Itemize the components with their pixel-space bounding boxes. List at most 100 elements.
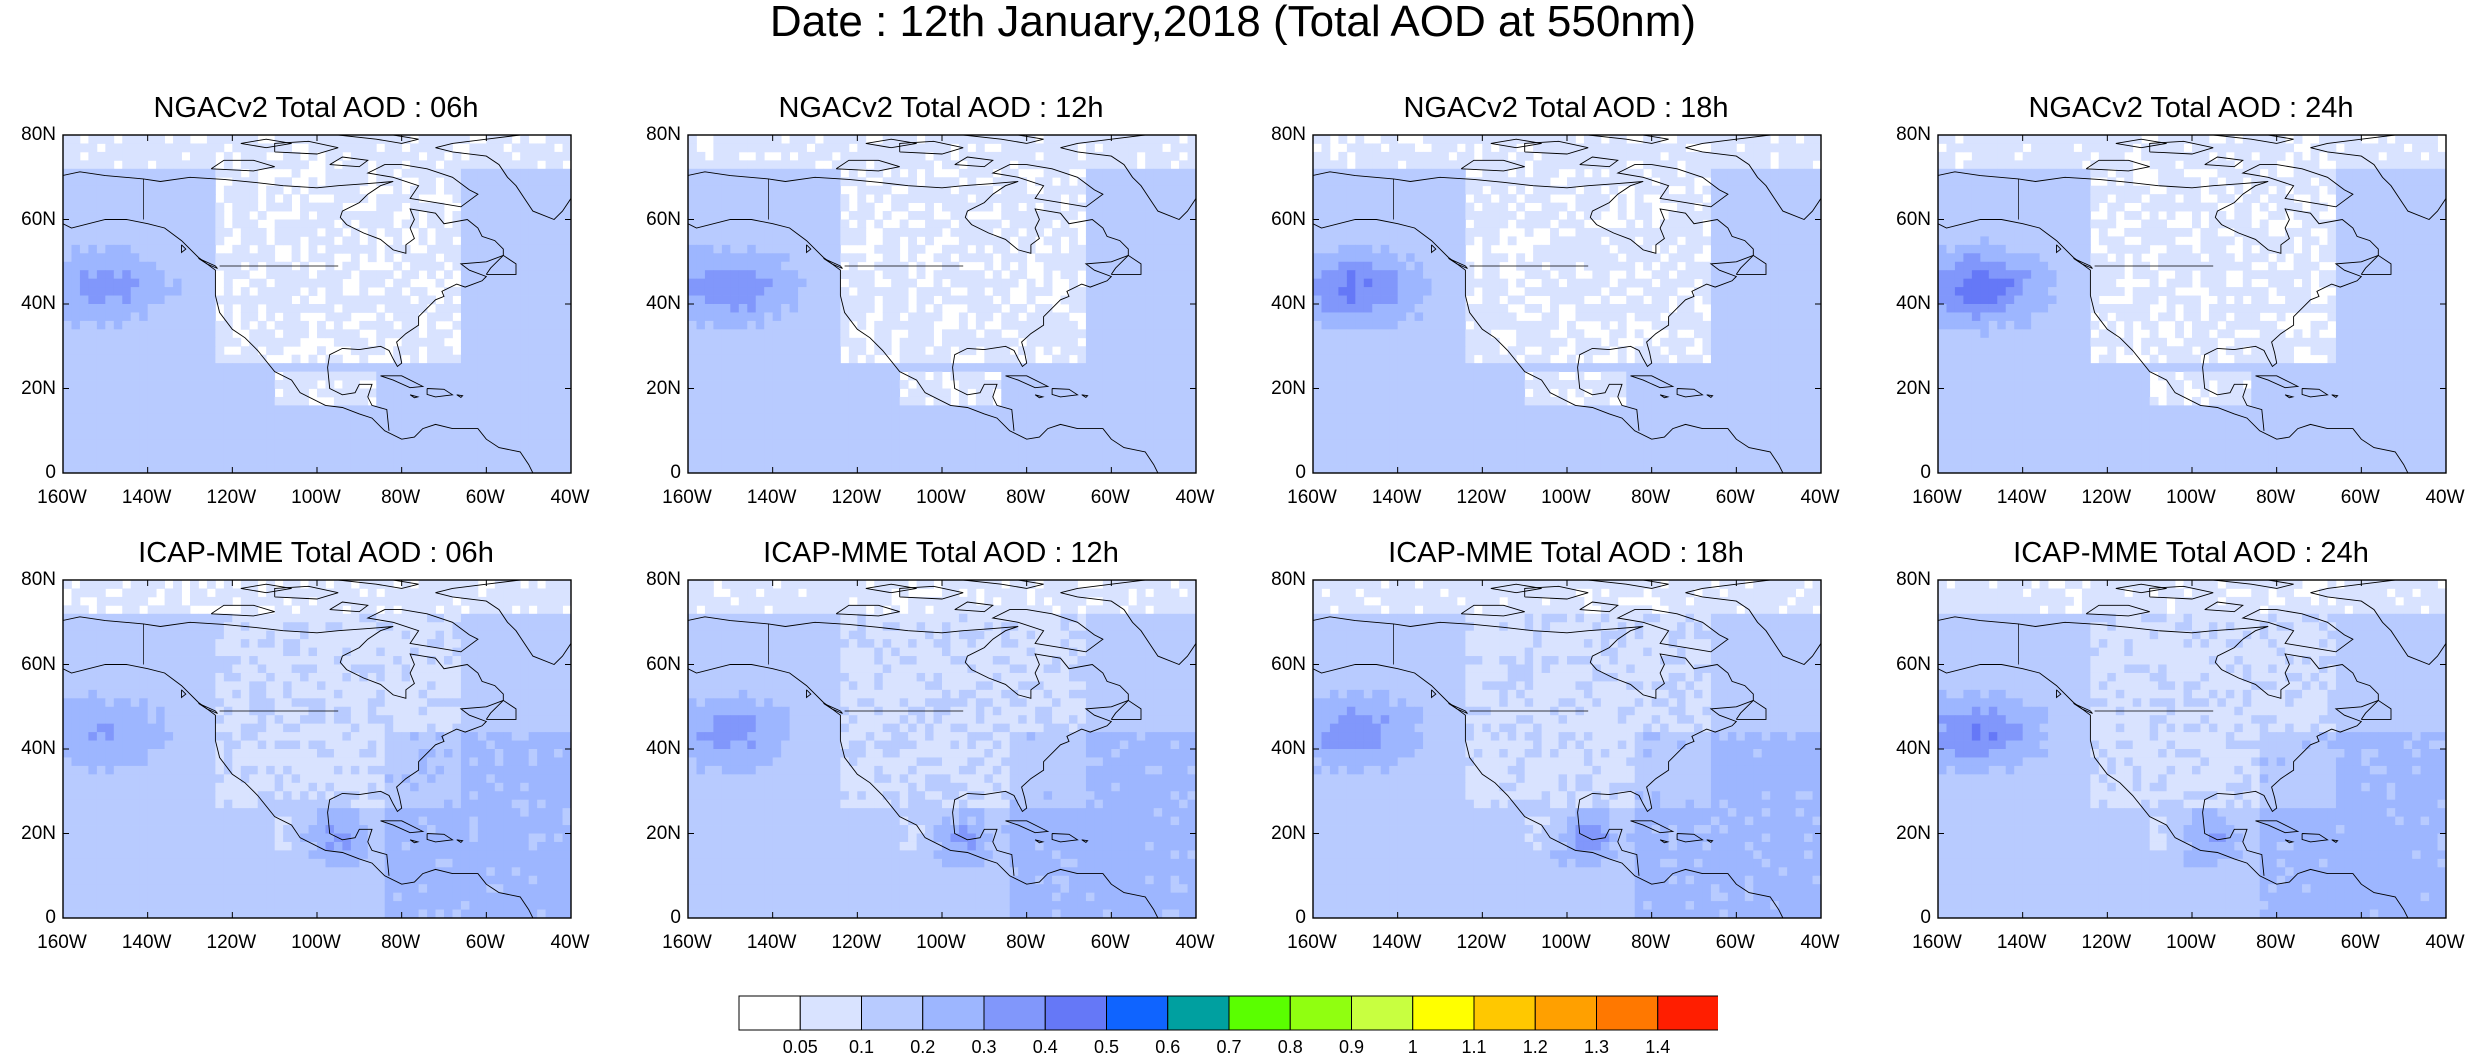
aod-cell — [815, 397, 824, 406]
aod-cell — [967, 338, 976, 347]
aod-cell — [105, 177, 114, 186]
aod-cell — [1745, 152, 1754, 161]
aod-cell — [63, 431, 72, 440]
aod-cell — [385, 296, 394, 305]
aod-cell — [80, 329, 89, 338]
aod-cell — [512, 355, 521, 364]
aod-cell — [393, 296, 402, 305]
aod-cell — [967, 186, 976, 195]
aod-cell — [503, 203, 512, 212]
aod-cell — [1137, 456, 1146, 465]
aod-cell — [1027, 363, 1036, 372]
aod-cell — [317, 253, 326, 262]
aod-cell — [1423, 203, 1432, 212]
aod-cell — [546, 203, 555, 212]
aod-cell — [427, 143, 436, 152]
aod-cell — [105, 143, 114, 152]
aod-cell — [359, 355, 368, 364]
aod-cell — [309, 253, 318, 262]
aod-cell — [1120, 321, 1129, 330]
aod-cell — [478, 220, 487, 229]
aod-cell — [1162, 456, 1171, 465]
aod-cell — [756, 194, 765, 203]
aod-cell — [182, 422, 191, 431]
aod-cell — [1694, 152, 1703, 161]
aod-cell — [275, 160, 284, 169]
aod-cell — [1389, 236, 1398, 245]
aod-cell — [436, 405, 445, 414]
aod-cell — [1635, 143, 1644, 152]
aod-cell — [1137, 211, 1146, 220]
aod-cell — [722, 135, 731, 144]
aod-cell — [1120, 355, 1129, 364]
aod-cell — [190, 456, 199, 465]
aod-cell — [503, 372, 512, 381]
aod-cell — [546, 372, 555, 381]
aod-cell — [908, 312, 917, 321]
aod-cell — [165, 152, 174, 161]
aod-cell — [967, 465, 976, 474]
aod-cell — [1753, 186, 1762, 195]
aod-cell — [80, 177, 89, 186]
aod-cell — [105, 296, 114, 305]
aod-cell — [1499, 220, 1508, 229]
aod-cell — [385, 220, 394, 229]
aod-cell — [1145, 321, 1154, 330]
aod-cell — [1145, 346, 1154, 355]
aod-cell — [105, 135, 114, 144]
aod-cell — [512, 220, 521, 229]
aod-cell — [554, 304, 563, 313]
aod-cell — [950, 211, 959, 220]
aod-cell — [1179, 203, 1188, 212]
aod-cell — [1643, 236, 1652, 245]
aod-cell — [1128, 279, 1137, 288]
aod-cell — [469, 253, 478, 262]
aod-cell — [292, 448, 301, 457]
aod-cell — [1474, 177, 1483, 186]
aod-cell — [917, 270, 926, 279]
aod-cell — [857, 346, 866, 355]
aod-cell — [1179, 296, 1188, 305]
aod-cell — [80, 279, 89, 288]
aod-cell — [950, 431, 959, 440]
aod-cell — [1171, 186, 1180, 195]
aod-cell — [891, 321, 900, 330]
aod-cell — [857, 304, 866, 313]
aod-cell — [478, 372, 487, 381]
aod-cell — [1702, 160, 1711, 169]
aod-cell — [696, 338, 705, 347]
aod-cell — [1094, 363, 1103, 372]
aod-cell — [849, 270, 858, 279]
aod-cell — [520, 186, 529, 195]
aod-cell — [1813, 169, 1822, 178]
aod-cell — [385, 414, 394, 423]
aod-cell — [546, 135, 555, 144]
aod-cell — [546, 169, 555, 178]
aod-cell — [537, 253, 546, 262]
aod-cell — [730, 422, 739, 431]
aod-cell — [529, 338, 538, 347]
aod-cell — [190, 169, 199, 178]
aod-cell — [241, 431, 250, 440]
aod-cell — [419, 448, 428, 457]
aod-cell — [688, 253, 697, 262]
aod-cell — [900, 431, 909, 440]
aod-cell — [182, 228, 191, 237]
aod-cell — [823, 397, 832, 406]
aod-cell — [351, 448, 360, 457]
aod-cell — [1398, 152, 1407, 161]
aod-cell — [88, 312, 97, 321]
aod-cell — [756, 253, 765, 262]
aod-cell — [520, 312, 529, 321]
aod-cell — [1128, 439, 1137, 448]
aod-cell — [959, 312, 968, 321]
aod-cell — [696, 456, 705, 465]
aod-cell — [967, 363, 976, 372]
aod-cell — [486, 414, 495, 423]
aod-cell — [925, 143, 934, 152]
aod-cell — [781, 203, 790, 212]
aod-cell — [139, 456, 148, 465]
aod-cell — [722, 431, 731, 440]
aod-cell — [105, 380, 114, 389]
aod-cell — [883, 152, 892, 161]
